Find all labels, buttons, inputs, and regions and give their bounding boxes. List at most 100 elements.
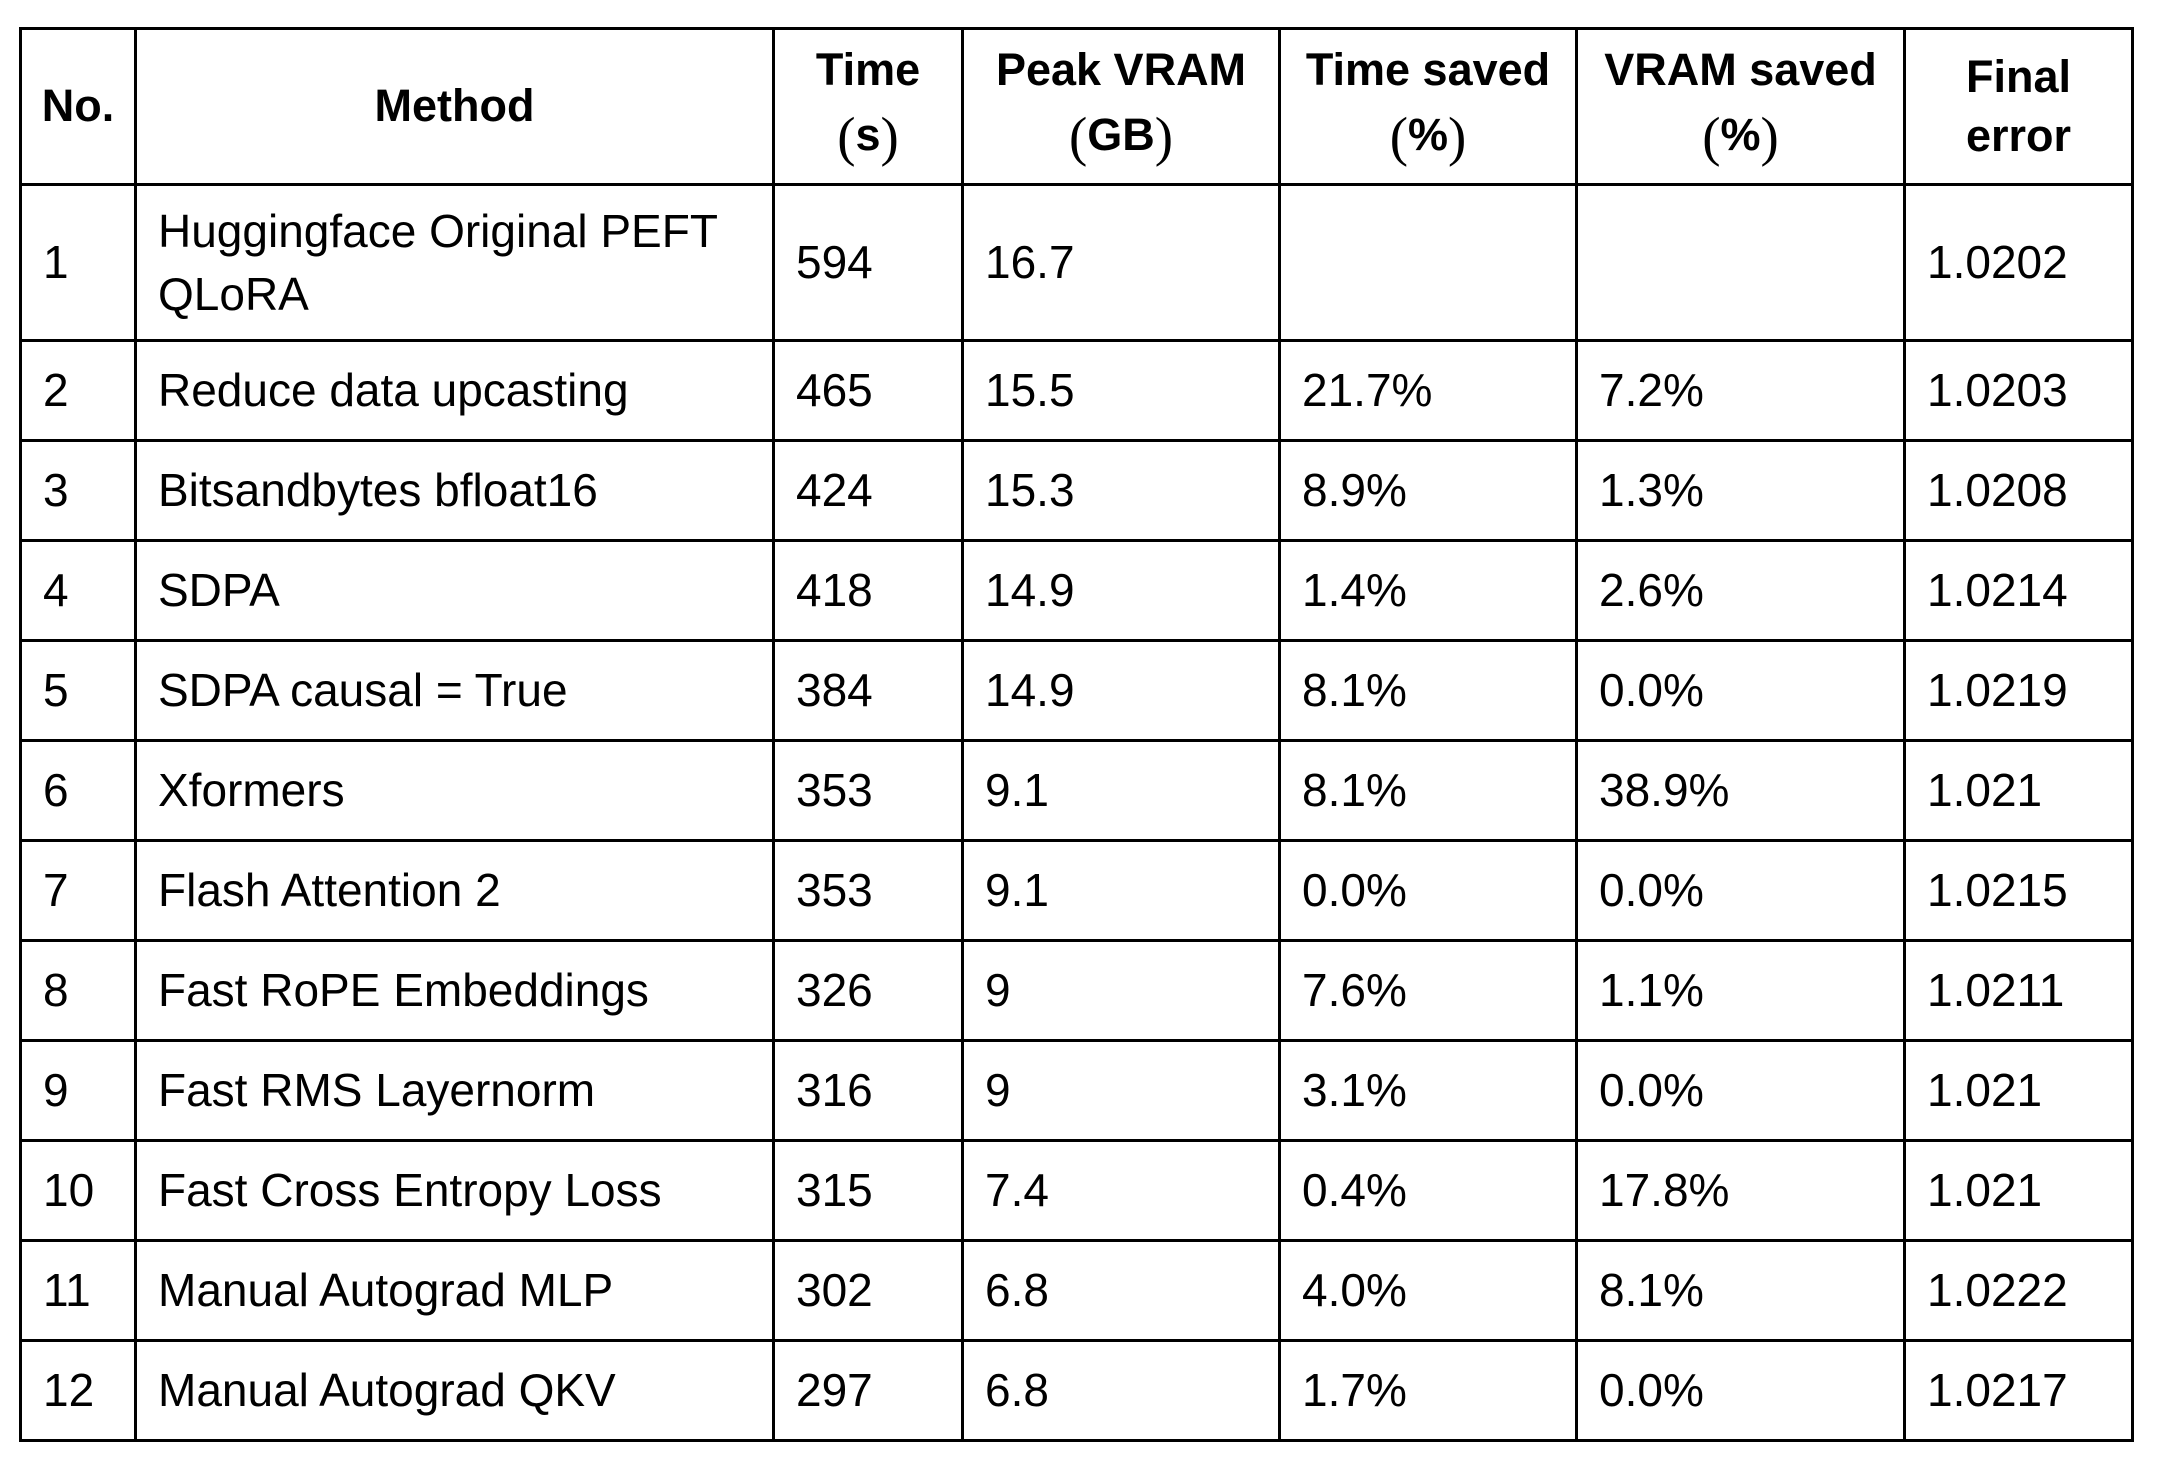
column-header-no: No. bbox=[19, 27, 137, 186]
column-header-peak-vram: Peak VRAM (GB) bbox=[961, 27, 1281, 186]
cell-time-saved: 7.6% bbox=[1278, 939, 1578, 1042]
table-body: 1 Huggingface Original PEFT QLoRA 594 16.7 1… bbox=[19, 183, 2134, 1442]
cell-time-saved: 0.4% bbox=[1278, 1139, 1578, 1242]
cell-method: Fast Cross Entropy Loss bbox=[134, 1139, 775, 1242]
close-paren: ) bbox=[1154, 105, 1174, 167]
cell-method: Fast RMS Layernorm bbox=[134, 1039, 775, 1142]
cell-no: 3 bbox=[19, 439, 137, 542]
close-paren: ) bbox=[1760, 105, 1779, 167]
table-row: 8 Fast RoPE Embeddings 326 9 7.6% 1.1% 1.0211 bbox=[19, 939, 2134, 1042]
column-unit: (GB) bbox=[972, 101, 1270, 172]
column-label: Final error bbox=[1965, 51, 2072, 161]
unit-text: % bbox=[1407, 108, 1448, 160]
cell-no: 2 bbox=[19, 339, 137, 442]
cell-method: Huggingface Original PEFT QLoRA bbox=[134, 183, 775, 342]
cell-vram-saved: 38.9% bbox=[1575, 739, 1906, 842]
cell-vram-saved: 0.0% bbox=[1575, 839, 1906, 942]
cell-vram-saved: 0.0% bbox=[1575, 1039, 1906, 1142]
table-row: 5 SDPA causal = True 384 14.9 8.1% 0.0% 1.0219 bbox=[19, 639, 2134, 742]
cell-time: 418 bbox=[772, 539, 964, 642]
column-header-method: Method bbox=[134, 27, 775, 186]
cell-final-error: 1.0215 bbox=[1903, 839, 2134, 942]
cell-vram-saved: 17.8% bbox=[1575, 1139, 1906, 1242]
column-label: Time saved bbox=[1305, 44, 1551, 96]
column-unit: (%) bbox=[1289, 101, 1567, 172]
cell-final-error: 1.021 bbox=[1903, 739, 2134, 842]
cell-peak-vram: 16.7 bbox=[961, 183, 1281, 342]
cell-time: 297 bbox=[772, 1339, 964, 1442]
cell-method: Bitsandbytes bfloat16 bbox=[134, 439, 775, 542]
cell-time: 424 bbox=[772, 439, 964, 542]
cell-method: Manual Autograd MLP bbox=[134, 1239, 775, 1342]
cell-final-error: 1.0222 bbox=[1903, 1239, 2134, 1342]
table-row: 7 Flash Attention 2 353 9.1 0.0% 0.0% 1.0215 bbox=[19, 839, 2134, 942]
cell-peak-vram: 15.3 bbox=[961, 439, 1281, 542]
cell-no: 1 bbox=[19, 183, 137, 342]
cell-vram-saved: 2.6% bbox=[1575, 539, 1906, 642]
cell-time: 315 bbox=[772, 1139, 964, 1242]
cell-no: 9 bbox=[19, 1039, 137, 1142]
header-row: No. Method Time (s) Peak VRAM (GB) Time saved(… bbox=[19, 27, 2134, 186]
open-paren: ( bbox=[1389, 105, 1408, 167]
cell-no: 8 bbox=[19, 939, 137, 1042]
cell-no: 5 bbox=[19, 639, 137, 742]
cell-vram-saved: 0.0% bbox=[1575, 1339, 1906, 1442]
cell-final-error: 1.0202 bbox=[1903, 183, 2134, 342]
column-unit: (%) bbox=[1586, 101, 1895, 172]
cell-method: Flash Attention 2 bbox=[134, 839, 775, 942]
cell-peak-vram: 9 bbox=[961, 939, 1281, 1042]
cell-time-saved: 8.9% bbox=[1278, 439, 1578, 542]
cell-time: 384 bbox=[772, 639, 964, 742]
cell-vram-saved: 8.1% bbox=[1575, 1239, 1906, 1342]
cell-time: 326 bbox=[772, 939, 964, 1042]
cell-no: 7 bbox=[19, 839, 137, 942]
cell-peak-vram: 9 bbox=[961, 1039, 1281, 1142]
cell-final-error: 1.0219 bbox=[1903, 639, 2134, 742]
cell-final-error: 1.0214 bbox=[1903, 539, 2134, 642]
cell-peak-vram: 7.4 bbox=[961, 1139, 1281, 1242]
cell-time: 316 bbox=[772, 1039, 964, 1142]
cell-peak-vram: 9.1 bbox=[961, 739, 1281, 842]
table-row: 10 Fast Cross Entropy Loss 315 7.4 0.4% 17.8%… bbox=[19, 1139, 2134, 1242]
cell-method: SDPA causal = True bbox=[134, 639, 775, 742]
column-header-final-error: Final error bbox=[1903, 27, 2134, 186]
table-row: 3 Bitsandbytes bfloat16 424 15.3 8.9% 1.3% 1.0… bbox=[19, 439, 2134, 542]
open-paren: ( bbox=[837, 105, 856, 167]
cell-no: 11 bbox=[19, 1239, 137, 1342]
column-label: Peak VRAM bbox=[995, 44, 1247, 96]
open-paren: ( bbox=[1068, 105, 1088, 167]
unit-text: GB bbox=[1087, 108, 1155, 160]
column-label: Time bbox=[815, 44, 921, 96]
cell-time-saved: 0.0% bbox=[1278, 839, 1578, 942]
cell-final-error: 1.0208 bbox=[1903, 439, 2134, 542]
cell-no: 6 bbox=[19, 739, 137, 842]
cell-time: 353 bbox=[772, 739, 964, 842]
column-header-time: Time (s) bbox=[772, 27, 964, 186]
table-row: 4 SDPA 418 14.9 1.4% 2.6% 1.0214 bbox=[19, 539, 2134, 642]
unit-text: s bbox=[855, 108, 881, 160]
table-row: 1 Huggingface Original PEFT QLoRA 594 16.7 1… bbox=[19, 183, 2134, 342]
table-row: 9 Fast RMS Layernorm 316 9 3.1% 0.0% 1.021 bbox=[19, 1039, 2134, 1142]
cell-no: 12 bbox=[19, 1339, 137, 1442]
cell-time-saved bbox=[1278, 183, 1578, 342]
cell-vram-saved: 1.3% bbox=[1575, 439, 1906, 542]
cell-method: Fast RoPE Embeddings bbox=[134, 939, 775, 1042]
open-paren: ( bbox=[1702, 105, 1721, 167]
column-header-vram-saved: VRAM saved (%) bbox=[1575, 27, 1906, 186]
cell-method: Xformers bbox=[134, 739, 775, 842]
cell-time-saved: 4.0% bbox=[1278, 1239, 1578, 1342]
cell-time-saved: 3.1% bbox=[1278, 1039, 1578, 1142]
cell-time: 353 bbox=[772, 839, 964, 942]
cell-time-saved: 1.4% bbox=[1278, 539, 1578, 642]
table-header: No. Method Time (s) Peak VRAM (GB) Time saved(… bbox=[19, 27, 2134, 186]
table-row: 12 Manual Autograd QKV 297 6.8 1.7% 0.0% 1.021… bbox=[19, 1339, 2134, 1442]
close-paren: ) bbox=[880, 105, 899, 167]
table-row: 6 Xformers 353 9.1 8.1% 38.9% 1.021 bbox=[19, 739, 2134, 842]
column-unit: (s) bbox=[783, 101, 953, 172]
column-label: No. bbox=[41, 80, 115, 132]
cell-method: Reduce data upcasting bbox=[134, 339, 775, 442]
cell-time-saved: 21.7% bbox=[1278, 339, 1578, 442]
cell-final-error: 1.021 bbox=[1903, 1139, 2134, 1242]
cell-peak-vram: 9.1 bbox=[961, 839, 1281, 942]
